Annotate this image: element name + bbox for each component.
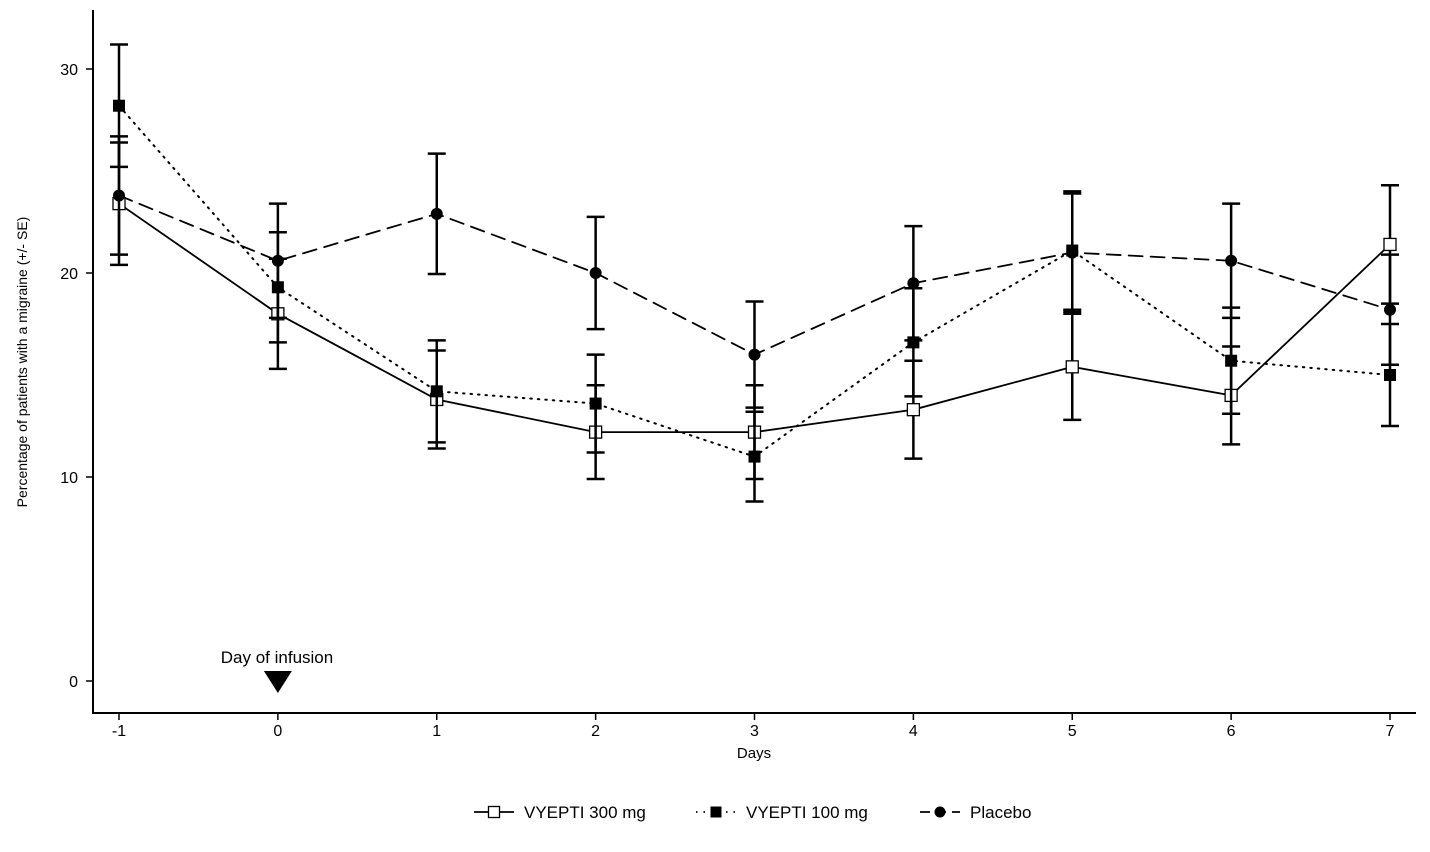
data-point [907,277,920,290]
y-tick-label: 30 [60,62,78,79]
data-point [748,450,761,463]
legend-label: Placebo [970,803,1031,822]
annotation-text: Day of infusion [221,648,333,667]
legend-item: VYEPTI 300 mg [474,803,646,822]
y-tick-label: 20 [60,266,78,283]
legend-marker [487,805,501,819]
data-point [430,207,443,220]
x-tick-label: 1 [432,723,441,740]
x-tick-label: 7 [1386,723,1395,740]
y-axis-label: Percentage of patients with a migraine (… [14,217,30,508]
plot-area [110,43,1399,503]
data-point [589,267,602,279]
legend: VYEPTI 300 mg VYEPTI 100 mg Placebo [474,803,1031,822]
data-point [589,397,602,410]
data-point [1065,360,1079,374]
data-point [113,189,125,202]
data-point [748,348,761,361]
data-point [1384,369,1396,381]
down-triangle-icon [263,671,292,693]
data-point [430,385,443,398]
series-vyepti-100-mg [110,43,1399,503]
x-tick-label: 6 [1227,723,1236,740]
y-tick-label: 10 [60,470,78,487]
data-point [1066,246,1079,259]
data-point [1225,254,1238,267]
legend-item: Placebo [920,803,1031,822]
series-placebo [110,135,1399,409]
data-point [1225,354,1238,367]
y-tick-label: 0 [69,674,78,691]
x-tick-label: 4 [909,723,918,740]
data-point [271,254,284,267]
axes: 0 10 20 30 -1 0 1 2 3 4 5 6 7 [60,10,1416,740]
x-tick-label: 0 [273,723,282,740]
x-axis-label: Days [737,745,771,762]
legend-marker [710,806,722,818]
x-tick-label: 3 [750,723,759,740]
data-point [906,403,921,417]
legend-label: VYEPTI 300 mg [524,803,646,822]
x-tick-label: 2 [591,723,600,740]
data-point [113,99,125,112]
data-point [1384,303,1396,316]
legend-item: VYEPTI 100 mg [696,803,868,822]
infusion-annotation: Day of infusion [221,648,333,693]
data-point [1383,237,1397,252]
x-tick-label: 5 [1068,723,1077,740]
x-tick-label: -1 [112,723,126,740]
legend-label: VYEPTI 100 mg [746,803,868,822]
legend-marker [934,806,946,818]
